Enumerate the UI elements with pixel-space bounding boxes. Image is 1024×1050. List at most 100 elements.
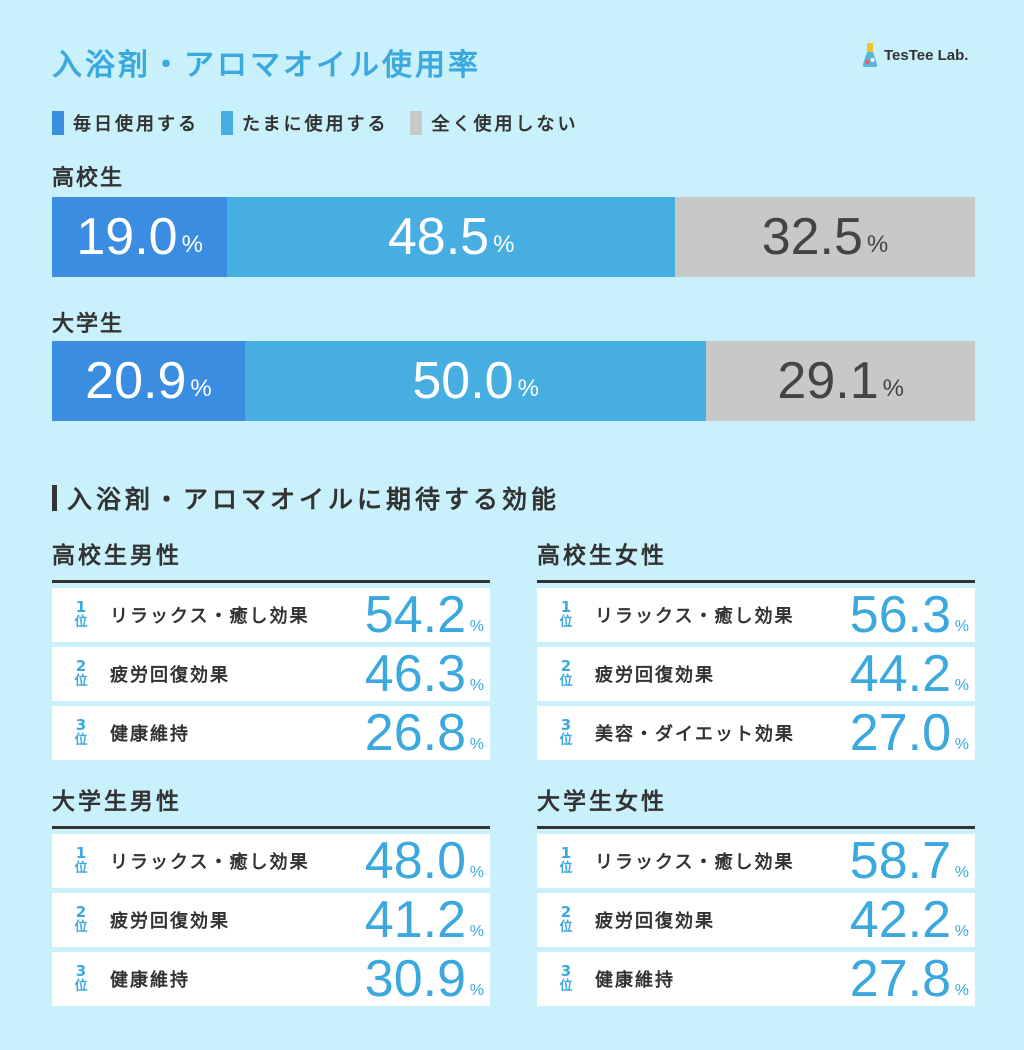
percent-sign: %: [469, 677, 484, 694]
rank-number: 2: [560, 657, 572, 676]
heading-marker: [52, 485, 57, 511]
legend-label: 毎日使用する: [73, 114, 199, 135]
ranking-value: 44.2: [849, 645, 951, 703]
rank-unit: 位: [559, 920, 573, 936]
rank-unit: 位: [559, 861, 573, 877]
rank-unit: 位: [559, 979, 573, 995]
divider: [52, 826, 490, 829]
ranking-item-label: 疲労回復効果: [595, 911, 715, 932]
ranking-item-label: 健康維持: [110, 724, 190, 745]
ranking-value: 27.0: [849, 704, 951, 762]
ranking-item-label: リラックス・癒し効果: [595, 852, 795, 873]
ranking-item-label: 健康維持: [595, 970, 675, 991]
bar-segment-daily: 20.9%: [52, 341, 245, 421]
percent-sign: %: [469, 982, 484, 999]
percent-sign: %: [954, 677, 969, 694]
bar-value-label: 20.9: [85, 352, 187, 410]
percent-sign: %: [954, 864, 969, 881]
ranking-value: 41.2: [364, 891, 466, 949]
percent-sign: %: [190, 375, 212, 402]
legend-item-daily: 毎日使用する: [52, 110, 199, 136]
bar-value-label: 29.1: [777, 352, 879, 410]
percent-sign: %: [181, 231, 203, 258]
percent-sign: %: [954, 923, 969, 940]
ranking-value: 30.9: [364, 950, 466, 1008]
percent-sign: %: [866, 231, 889, 258]
ranking-item-label: リラックス・癒し効果: [110, 606, 310, 627]
ranking-item-label: 疲労回復効果: [110, 911, 230, 932]
ranking-value: 42.2: [849, 891, 951, 949]
legend-label: たまに使用する: [242, 114, 389, 135]
legend-item-never: 全く使用しない: [410, 110, 578, 136]
rank-number: 2: [560, 903, 572, 922]
bar-segment-sometimes: 48.5%: [227, 197, 675, 277]
legend-swatch: [410, 111, 423, 135]
rank-unit: 位: [74, 615, 88, 631]
logo-text: TesTee Lab.: [884, 46, 969, 64]
rank-number: 2: [75, 903, 87, 922]
rank-number: 1: [560, 844, 572, 863]
percent-sign: %: [469, 864, 484, 881]
percent-sign: %: [954, 618, 969, 635]
ranking-title: 大学生女性: [537, 789, 667, 815]
percent-sign: %: [469, 736, 484, 753]
percent-sign: %: [517, 375, 539, 402]
ranking-value: 27.8: [849, 950, 951, 1008]
category-label-highschool: 高校生: [52, 166, 125, 191]
ranking-item-label: 疲労回復効果: [110, 665, 230, 686]
rank-number: 3: [560, 716, 572, 735]
section-heading-text: 入浴剤・アロマオイルに期待する効能: [67, 485, 561, 514]
legend-swatch: [221, 111, 233, 135]
divider: [52, 580, 490, 583]
ranking-item-label: リラックス・癒し効果: [595, 606, 795, 627]
bar-segment-daily: 19.0%: [52, 197, 228, 277]
category-label-university: 大学生: [52, 312, 125, 337]
percent-sign: %: [469, 923, 484, 940]
rank-number: 1: [560, 598, 572, 617]
legend-swatch: [52, 111, 64, 135]
rank-number: 3: [75, 962, 87, 981]
rank-unit: 位: [74, 674, 88, 690]
rank-unit: 位: [74, 861, 88, 877]
page-title: 入浴剤・アロマオイル使用率: [52, 48, 481, 83]
ranking-item-label: 美容・ダイエット効果: [595, 724, 795, 745]
bar-value-label: 48.5: [387, 208, 490, 266]
rank-number: 1: [75, 844, 87, 863]
ranking-value: 56.3: [849, 586, 951, 644]
bar-value-label: 19.0: [76, 208, 178, 266]
legend-label: 全く使用しない: [431, 114, 579, 135]
ranking-item-label: 健康維持: [110, 970, 190, 991]
ranking-value: 58.7: [849, 832, 951, 890]
stacked-bar-university: 20.9% 50.0% 29.1%: [52, 341, 975, 421]
rank-unit: 位: [74, 733, 88, 749]
percent-sign: %: [954, 736, 969, 753]
bar-segment-never: 32.5%: [675, 197, 975, 277]
percent-sign: %: [493, 231, 515, 258]
ranking-item-label: 疲労回復効果: [595, 665, 715, 686]
rank-unit: 位: [559, 674, 573, 690]
